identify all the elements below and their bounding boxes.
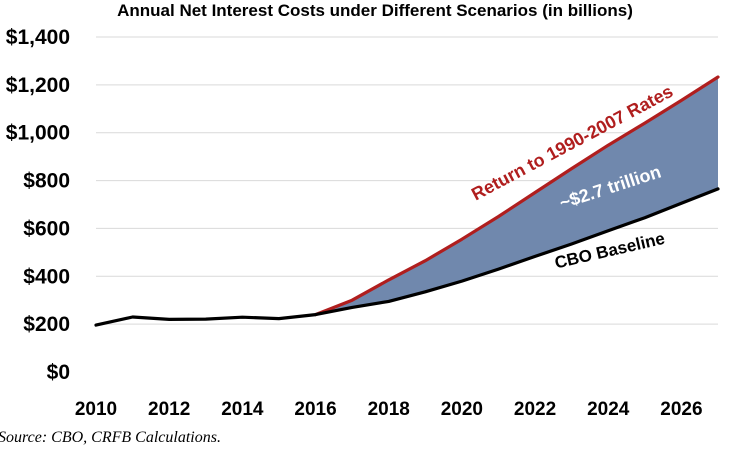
x-tick-label: 2012 — [148, 399, 190, 420]
x-tick-label: 2010 — [75, 399, 117, 420]
y-axis-tick-labels: $0 $200 $400 $600 $800 $1,000 $1,200 $1,400 — [6, 26, 70, 384]
y-tick-label: $200 — [23, 313, 70, 336]
x-tick-label: 2026 — [660, 399, 702, 420]
y-tick-label: $1,200 — [6, 74, 70, 97]
y-tick-label: $0 — [47, 361, 70, 384]
difference-area-fill — [315, 77, 718, 315]
series-lines — [94, 75, 720, 327]
y-tick-label: $1,000 — [6, 122, 70, 145]
x-axis-tick-labels: 2010 2012 2014 2016 2018 2020 2022 2024 2026 — [75, 399, 703, 420]
y-tick-label: $1,400 — [6, 26, 70, 49]
source-note: Source: CBO, CRFB Calculations. — [0, 429, 221, 446]
x-tick-label: 2024 — [587, 399, 630, 420]
series-line-return-rates — [313, 75, 720, 317]
y-tick-label: $600 — [23, 217, 70, 240]
chart-title: Annual Net Interest Costs under Differen… — [117, 1, 633, 20]
x-tick-label: 2016 — [294, 399, 336, 420]
difference-area — [315, 77, 718, 315]
y-tick-label: $400 — [23, 265, 70, 288]
x-tick-label: 2014 — [221, 399, 264, 420]
x-tick-label: 2022 — [514, 399, 556, 420]
x-tick-label: 2020 — [441, 399, 483, 420]
series-line-cbo-baseline — [94, 187, 720, 327]
x-tick-label: 2018 — [368, 399, 410, 420]
y-tick-label: $800 — [23, 170, 70, 193]
